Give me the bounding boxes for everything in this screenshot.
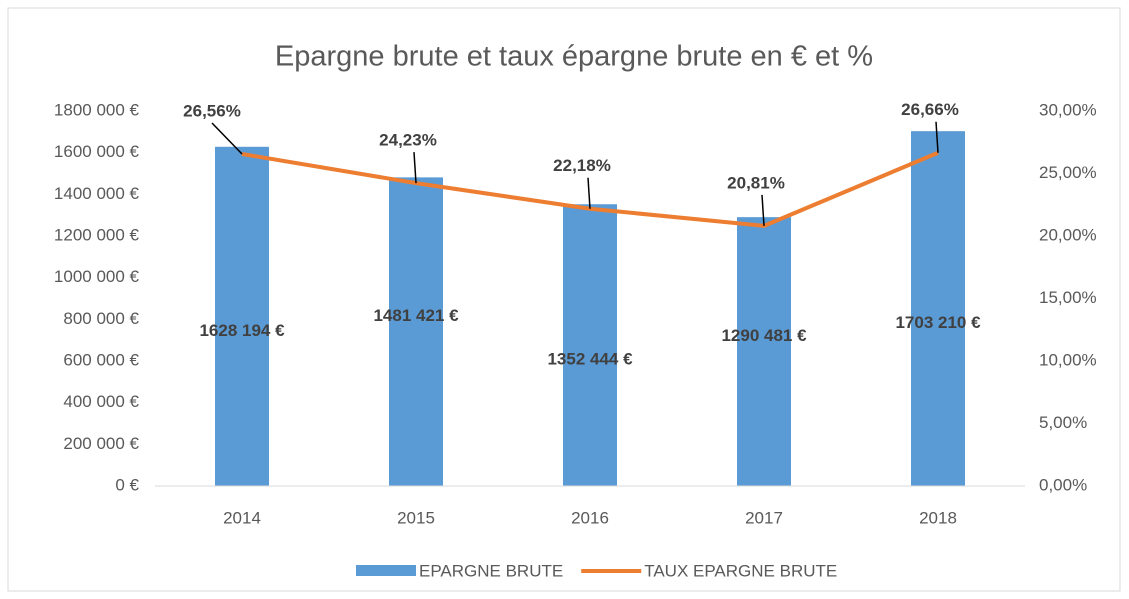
leader-line	[413, 152, 417, 184]
y-tick-label: 1800 000 €	[54, 100, 140, 119]
y2-tick-label: 20,00%	[1039, 225, 1097, 244]
y2-tick-label: 25,00%	[1039, 163, 1097, 182]
line-value-label: 22,18%	[553, 156, 611, 175]
bar	[389, 177, 443, 487]
y-tick-label: 1600 000 €	[54, 142, 140, 161]
x-tick-label: 2015	[397, 508, 435, 527]
line-value-label: 24,23%	[379, 131, 437, 150]
bar-value-label: 1352 444 €	[547, 350, 633, 369]
y-tick-label: 0 €	[115, 475, 139, 494]
legend-swatch	[356, 565, 416, 576]
bar	[215, 146, 269, 487]
y2-tick-label: 15,00%	[1039, 288, 1097, 307]
y-tick-label: 800 000 €	[63, 309, 139, 328]
leader-line	[211, 122, 243, 155]
bar	[911, 131, 965, 486]
y2-tick-label: 5,00%	[1039, 413, 1087, 432]
x-tick-label: 2016	[571, 508, 609, 527]
leader-line	[935, 121, 939, 153]
bar-value-label: 1628 194 €	[199, 321, 285, 340]
chart-title: Epargne brute et taux épargne brute en €…	[275, 41, 873, 73]
bar	[737, 217, 791, 487]
leader-line	[761, 194, 765, 226]
y2-tick-label: 0,00%	[1039, 475, 1087, 494]
bar-value-label: 1290 481 €	[721, 326, 807, 345]
y2-tick-label: 10,00%	[1039, 350, 1097, 369]
y2-tick-label: 30,00%	[1039, 100, 1097, 119]
bar-value-label: 1703 210 €	[895, 313, 981, 332]
y-tick-label: 1200 000 €	[54, 225, 140, 244]
x-tick-label: 2017	[745, 508, 783, 527]
y-tick-label: 600 000 €	[63, 350, 139, 369]
bar-value-label: 1481 421 €	[373, 306, 459, 325]
y-tick-label: 400 000 €	[63, 392, 139, 411]
line-value-label: 26,66%	[901, 100, 959, 119]
bar	[563, 204, 617, 486]
line-value-label: 20,81%	[727, 173, 785, 192]
y-tick-label: 1400 000 €	[54, 184, 140, 203]
y-tick-label: 200 000 €	[63, 434, 139, 453]
y-tick-label: 1000 000 €	[54, 267, 140, 286]
leader-line	[587, 177, 591, 209]
x-tick-label: 2018	[919, 508, 957, 527]
legend-label: TAUX EPARGNE BRUTE	[644, 561, 837, 580]
line-value-label: 26,56%	[183, 101, 241, 120]
x-tick-label: 2014	[223, 508, 261, 527]
legend-label: EPARGNE BRUTE	[419, 561, 563, 580]
